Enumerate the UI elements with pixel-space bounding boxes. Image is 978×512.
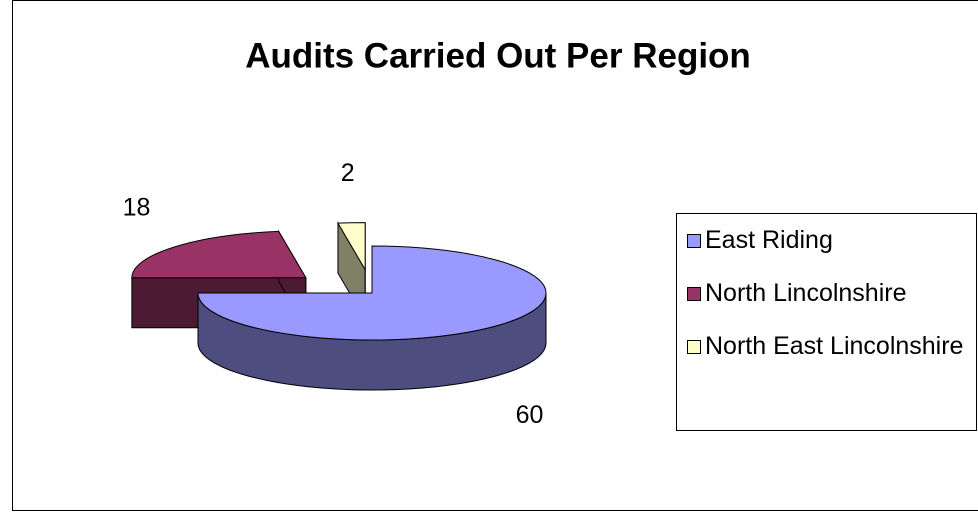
legend-entry: North Lincolnshire [687,277,977,310]
legend-entry: North East Lincolnshire [687,330,977,363]
legend: East Riding North Lincolnshire North East … [676,213,977,431]
legend-swatch [687,287,701,301]
slice-top [131,230,307,279]
data-label: 18 [123,194,151,222]
pie-slice [197,245,547,391]
slice-top [337,222,366,272]
legend-entry: East Riding [687,224,977,257]
chart-title: Audits Carried Out Per Region [245,36,751,75]
legend-label: East Riding [705,226,833,254]
legend-label: North Lincolnshire [705,279,907,307]
legend-swatch [687,234,701,248]
legend-label: North East Lincolnshire [705,332,964,360]
data-label: 2 [341,159,355,187]
data-label: 60 [516,401,544,429]
legend-swatch [687,340,701,354]
slice-top [197,245,547,341]
